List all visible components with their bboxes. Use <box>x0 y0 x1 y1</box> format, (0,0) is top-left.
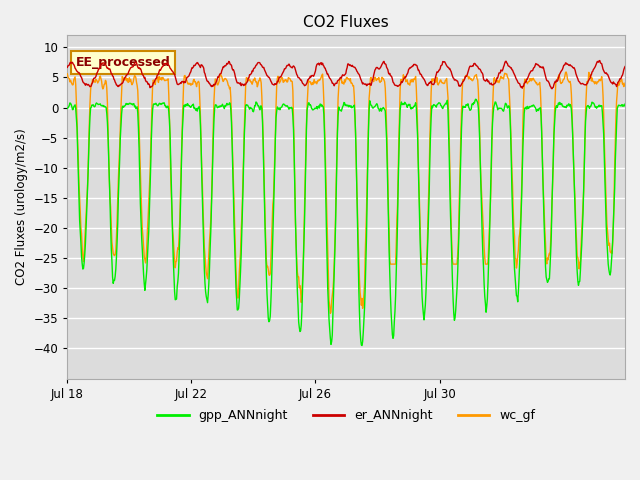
Legend: gpp_ANNnight, er_ANNnight, wc_gf: gpp_ANNnight, er_ANNnight, wc_gf <box>152 404 540 427</box>
Y-axis label: CO2 Fluxes (urology/m2/s): CO2 Fluxes (urology/m2/s) <box>15 129 28 285</box>
Text: EE_processed: EE_processed <box>76 56 170 69</box>
Title: CO2 Fluxes: CO2 Fluxes <box>303 15 389 30</box>
